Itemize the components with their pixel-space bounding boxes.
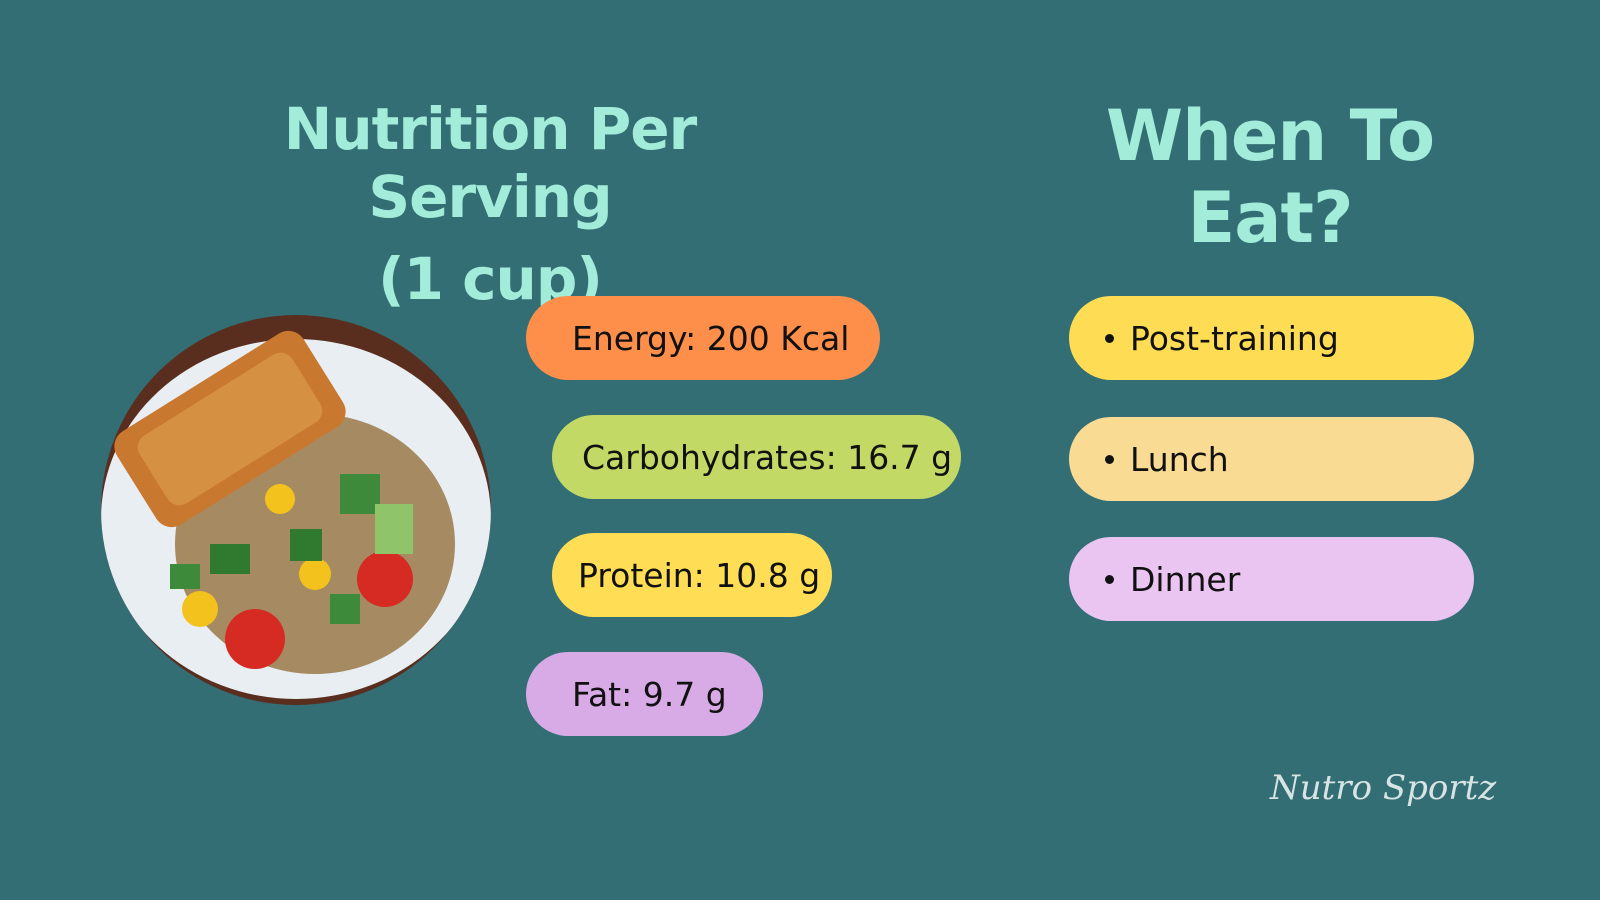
meal-time: Lunch (1069, 417, 1474, 501)
nutrition-title: Nutrition Per Serving (1 cup) (190, 95, 790, 313)
when-title: When To Eat? (1105, 95, 1435, 259)
meal-time: Post-training (1069, 296, 1474, 380)
food-photo (101, 315, 491, 705)
brand-logo: Nutro Sportz (1270, 768, 1497, 808)
meal-time: Dinner (1069, 537, 1474, 621)
title-line: Nutrition Per Serving (283, 95, 697, 231)
nutrition-item: Energy: 200 Kcal (526, 296, 880, 380)
nutrition-item: Carbohydrates: 16.7 g (552, 415, 961, 499)
nutrition-item: Protein: 10.8 g (552, 533, 832, 617)
nutrition-item: Fat: 9.7 g (526, 652, 763, 736)
